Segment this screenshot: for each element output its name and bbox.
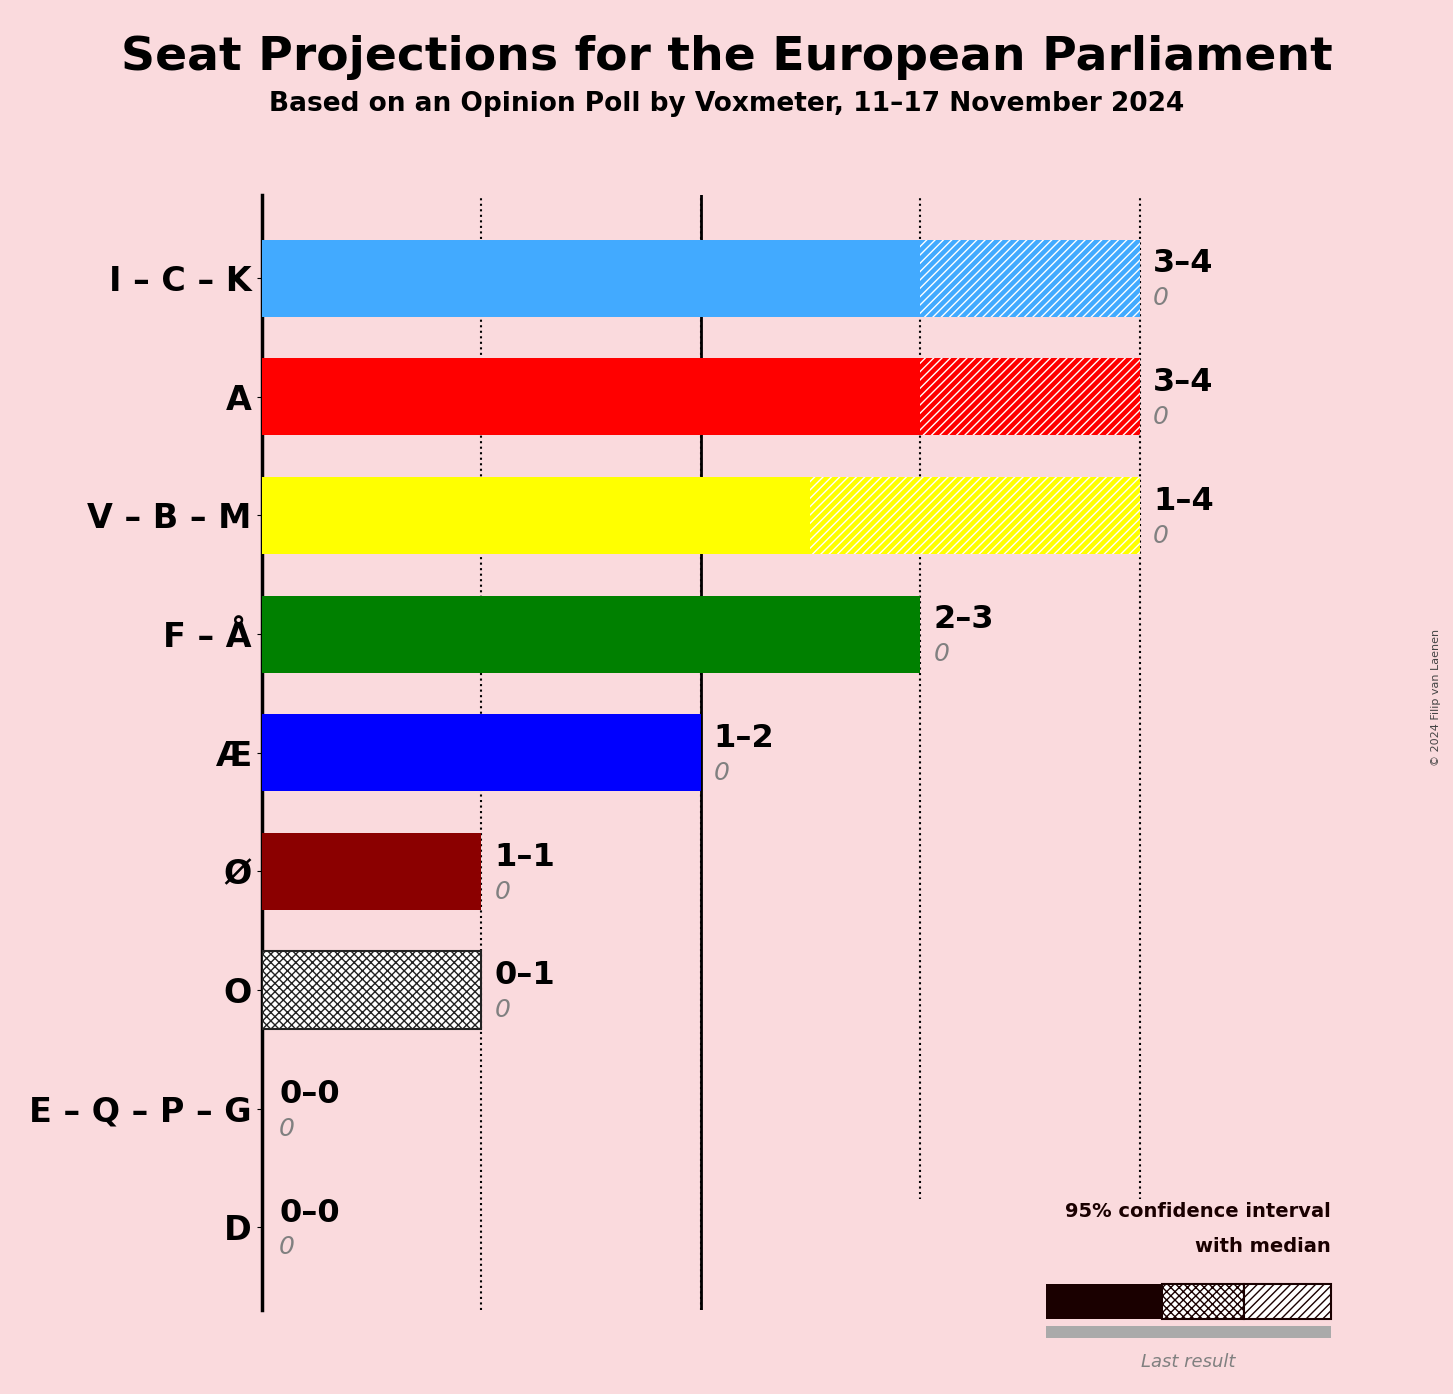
Text: 0–0: 0–0 xyxy=(279,1197,340,1228)
Text: 0–0: 0–0 xyxy=(279,1079,340,1110)
Bar xyxy=(262,832,481,910)
Text: 0: 0 xyxy=(494,998,510,1022)
Bar xyxy=(700,595,920,673)
Bar xyxy=(1244,1284,1331,1319)
Text: 0: 0 xyxy=(494,880,510,903)
Bar xyxy=(481,714,700,792)
Text: 0: 0 xyxy=(713,761,729,785)
Text: 3–4: 3–4 xyxy=(1154,367,1213,399)
Bar xyxy=(262,714,481,792)
Bar xyxy=(1046,1327,1331,1338)
Text: 0: 0 xyxy=(933,643,949,666)
Text: 95% confidence interval: 95% confidence interval xyxy=(1065,1202,1331,1221)
Text: 0: 0 xyxy=(1154,524,1168,548)
Bar xyxy=(481,477,811,553)
Bar xyxy=(262,358,920,435)
Bar xyxy=(1046,1284,1162,1319)
Text: 0: 0 xyxy=(279,1235,295,1260)
Text: 3–4: 3–4 xyxy=(1154,248,1213,279)
Bar xyxy=(262,240,920,316)
Bar xyxy=(920,240,1139,316)
Bar xyxy=(262,595,700,673)
Bar xyxy=(1162,1284,1244,1319)
Text: 0: 0 xyxy=(279,1117,295,1140)
Text: Last result: Last result xyxy=(1141,1354,1235,1372)
Text: 1–4: 1–4 xyxy=(1154,485,1213,517)
Bar xyxy=(262,477,481,553)
Text: Seat Projections for the European Parliament: Seat Projections for the European Parlia… xyxy=(121,35,1332,79)
Bar xyxy=(262,952,481,1029)
Text: with median: with median xyxy=(1196,1238,1331,1256)
Text: 1–1: 1–1 xyxy=(494,842,555,873)
Text: 2–3: 2–3 xyxy=(933,605,994,636)
Text: 1–2: 1–2 xyxy=(713,723,774,754)
Text: 0: 0 xyxy=(1154,286,1168,311)
Bar xyxy=(811,477,1139,553)
Text: 0: 0 xyxy=(1154,406,1168,429)
Text: 0–1: 0–1 xyxy=(494,960,555,991)
Bar xyxy=(920,358,1139,435)
Text: Based on an Opinion Poll by Voxmeter, 11–17 November 2024: Based on an Opinion Poll by Voxmeter, 11… xyxy=(269,91,1184,117)
Text: © 2024 Filip van Laenen: © 2024 Filip van Laenen xyxy=(1431,629,1440,765)
